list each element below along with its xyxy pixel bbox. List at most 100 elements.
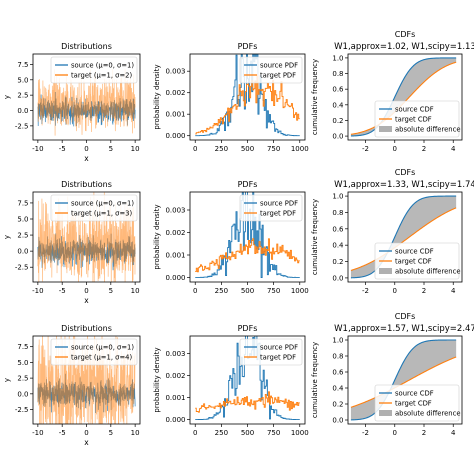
plot-area — [37, 192, 136, 282]
legend-box — [374, 242, 460, 280]
chart-title: Distributions — [61, 42, 112, 51]
y-tick-label: 2.5 — [17, 232, 28, 240]
y-tick-label: -2.5 — [15, 264, 29, 272]
legend-box — [50, 338, 138, 366]
x-tick-label: 1000 — [291, 145, 309, 153]
x-tick-label: -5 — [59, 429, 66, 437]
y-tick-label: 0.000 — [165, 132, 185, 140]
x-tick-label: 1000 — [291, 287, 309, 295]
chart-title: CDFs — [395, 168, 416, 177]
legend: source CDF target CDF absolute difference — [374, 384, 461, 422]
legend-label: source (μ=0, σ=1) — [71, 62, 134, 70]
chart-panel-1: PDFs 0 250 500 750 1000 0.000 0.001 0.002 0.003 pr… — [153, 42, 309, 153]
chart-panel-7: PDFs 0 250 500 750 1000 0.000 0.001 0.002 0.003 pr… — [153, 324, 309, 437]
x-tick-label: 5 — [109, 287, 113, 295]
x-tick-label: 0 — [193, 287, 197, 295]
legend-label: absolute difference — [395, 268, 461, 276]
chart-panel-4: PDFs 0 250 500 750 1000 0.000 0.001 0.002 0.003 pr… — [153, 180, 309, 295]
y-tick-label: 0.0 — [332, 133, 343, 141]
legend: source PDF target PDF — [239, 56, 303, 84]
y-tick-label: 1.0 — [332, 337, 343, 345]
x-tick-label: 0 — [393, 429, 397, 437]
x-axis-label: x — [84, 154, 89, 163]
legend-label: target CDF — [395, 116, 432, 124]
legend-label: source PDF — [260, 62, 298, 70]
chart-panel-8: CDFs W1,approx=1.57, W1,scipy=2.47 -2 0 2 4 0.… — [311, 312, 474, 437]
chart-panel-5: CDFs W1,approx=1.33, W1,scipy=1.74 -2 0 2 4 0.… — [311, 168, 474, 295]
y-tick-label: 0.6 — [332, 225, 344, 233]
legend-swatch — [379, 126, 392, 132]
y-axis-label: probability density — [153, 64, 161, 129]
legend-box — [374, 384, 460, 422]
x-tick-label: 0 — [393, 287, 397, 295]
y-tick-label: 0.4 — [332, 101, 344, 109]
legend-label: target (μ=1, σ=4) — [71, 354, 132, 362]
series-step-1 — [195, 74, 300, 135]
series-step-0 — [195, 336, 300, 421]
x-tick-label: -10 — [32, 429, 43, 437]
x-tick-label: 750 — [267, 287, 280, 295]
plot-area — [350, 195, 457, 279]
x-tick-label: 2 — [422, 145, 426, 153]
x-tick-label: 500 — [241, 287, 254, 295]
series-cdf-0 — [350, 195, 457, 279]
y-tick-label: 0.003 — [165, 68, 185, 76]
x-tick-label: -5 — [59, 287, 66, 295]
y-axis-label: y — [3, 378, 11, 382]
y-tick-label: 0.8 — [332, 209, 343, 217]
legend-label: source CDF — [395, 106, 434, 114]
y-tick-label: 0.0 — [332, 274, 343, 282]
legend-box — [239, 194, 303, 222]
x-tick-label: 1000 — [291, 429, 309, 437]
legend-label: target PDF — [260, 354, 296, 362]
legend-label: target CDF — [395, 258, 432, 266]
x-tick-label: 4 — [451, 145, 456, 153]
series-line-1 — [37, 336, 136, 424]
y-tick-label: 0.8 — [332, 353, 343, 361]
chart-panel-0: Distributions -10 -5 0 5 10 -2.5 0.0 2.5 5.0 7.5 x y… — [3, 42, 141, 163]
chart-title: PDFs — [238, 42, 258, 51]
y-axis-label: probability density — [153, 204, 161, 269]
plot-area — [195, 192, 300, 278]
legend-swatch — [379, 268, 392, 274]
x-tick-label: -2 — [362, 287, 369, 295]
legend: source (μ=0, σ=1) target (μ=1, σ=4) — [50, 338, 138, 366]
x-tick-label: 250 — [215, 429, 228, 437]
legend: source PDF target PDF — [239, 194, 303, 222]
series-line-1 — [37, 68, 136, 136]
legend-label: source PDF — [260, 200, 298, 208]
x-tick-label: 10 — [131, 287, 140, 295]
chart-subtitle: W1,approx=1.02, W1,scipy=1.13 — [334, 42, 474, 52]
y-tick-label: -2.5 — [15, 406, 29, 414]
y-tick-label: 0.0 — [17, 248, 28, 256]
legend-label: source (μ=0, σ=1) — [71, 200, 134, 208]
legend-label: target CDF — [395, 400, 432, 408]
x-tick-label: -2 — [362, 145, 369, 153]
x-tick-label: 250 — [215, 287, 228, 295]
x-tick-label: 5 — [109, 429, 113, 437]
y-tick-label: 0.4 — [332, 242, 344, 250]
legend-label: target (μ=1, σ=3) — [71, 210, 132, 218]
legend-box — [239, 338, 303, 366]
y-axis-label: cumulative frequency — [311, 342, 319, 418]
y-tick-label: 0.2 — [332, 401, 343, 409]
legend-label: target (μ=1, σ=2) — [71, 72, 132, 80]
plot-area — [195, 336, 300, 421]
series-step-1 — [195, 238, 300, 273]
chart-title: PDFs — [238, 180, 258, 189]
x-tick-label: 0 — [84, 287, 88, 295]
axes-frame — [347, 53, 463, 141]
y-tick-label: 5.0 — [17, 216, 28, 224]
series-step-1 — [195, 391, 300, 413]
y-tick-label: 7.5 — [17, 61, 28, 69]
y-tick-label: 0.003 — [165, 207, 185, 215]
chart-panel-2: CDFs W1,approx=1.02, W1,scipy=1.13 -2 0 2 4 0.… — [311, 30, 474, 153]
x-tick-label: 500 — [241, 429, 254, 437]
y-tick-label: 0.000 — [165, 416, 185, 424]
legend-label: absolute difference — [395, 126, 461, 134]
y-axis-label: cumulative frequency — [311, 59, 319, 135]
y-tick-label: 0.001 — [165, 394, 185, 402]
x-tick-label: 2 — [422, 429, 426, 437]
y-tick-label: 7.5 — [17, 199, 28, 207]
y-axis-label: y — [3, 95, 11, 99]
